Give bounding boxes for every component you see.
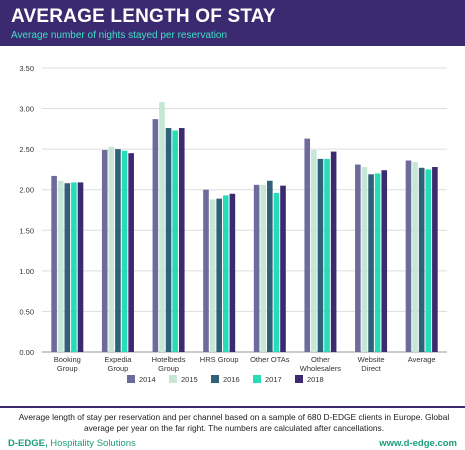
page-title: AVERAGE LENGTH OF STAY xyxy=(11,6,276,27)
bar-2017 xyxy=(374,173,381,352)
bar-2014 xyxy=(101,149,108,352)
bar-2018 xyxy=(128,153,134,352)
bar-2016 xyxy=(317,158,324,352)
y-tick-label: 1.50 xyxy=(19,226,34,235)
bar-2016 xyxy=(267,180,273,352)
legend-swatch xyxy=(253,375,261,383)
bar-2015 xyxy=(311,149,317,352)
bar-2018 xyxy=(77,182,84,352)
x-tick-label: HRS Group xyxy=(200,355,239,364)
y-tick-label: 2.00 xyxy=(19,186,34,195)
bar-2015 xyxy=(260,184,267,352)
legend-label: 2016 xyxy=(223,375,240,384)
bar-2015 xyxy=(412,162,418,352)
x-tick-label: Direct xyxy=(361,364,382,373)
bar-2014 xyxy=(253,184,260,352)
legend-label: 2015 xyxy=(181,375,198,384)
bar-2017 xyxy=(71,182,77,352)
legend-label: 2018 xyxy=(307,375,324,384)
x-tick-label: Other OTAs xyxy=(250,355,290,364)
bar-2017 xyxy=(121,150,128,352)
x-tick-label: Other xyxy=(311,355,330,364)
legend-swatch xyxy=(211,375,219,383)
x-tick-label: Expedia xyxy=(104,355,132,364)
bar-2014 xyxy=(203,189,209,352)
y-tick-label: 2.50 xyxy=(19,145,34,154)
bar-2018 xyxy=(330,151,337,352)
x-axis-labels: BookingGroupExpediaGroupHotelbedsGroupHR… xyxy=(54,355,436,373)
bar-2014 xyxy=(355,164,361,352)
x-tick-label: Group xyxy=(108,364,129,373)
bar-2018 xyxy=(178,128,185,352)
bar-2018 xyxy=(381,170,388,352)
x-tick-label: Group xyxy=(57,364,78,373)
bar-2015 xyxy=(159,102,165,352)
bar-2016 xyxy=(216,198,222,352)
bar-2017 xyxy=(324,158,330,352)
bar-2015 xyxy=(361,166,368,352)
footnote: Average length of stay per reservation a… xyxy=(18,412,450,433)
footer: Average length of stay per reservation a… xyxy=(0,406,465,450)
bar-2016 xyxy=(64,183,71,352)
brand-tagline: Hospitality Solutions xyxy=(47,438,136,449)
website-link[interactable]: www.d-edge.com xyxy=(379,438,457,449)
y-tick-label: 3.50 xyxy=(19,64,34,73)
x-tick-label: Wholesalers xyxy=(300,364,342,373)
bar-2014 xyxy=(51,175,57,352)
x-tick-label: Website xyxy=(358,355,385,364)
legend-swatch xyxy=(169,375,177,383)
bar-2017 xyxy=(222,195,229,352)
y-tick-label: 0.50 xyxy=(19,307,34,316)
bar-2018 xyxy=(432,166,438,352)
y-tick-label: 1.00 xyxy=(19,267,34,276)
header-banner: AVERAGE LENGTH OF STAY Average number of… xyxy=(0,0,465,46)
legend-label: 2017 xyxy=(265,375,282,384)
y-tick-label: 3.00 xyxy=(19,105,34,114)
y-tick-label: 0.00 xyxy=(19,348,34,357)
chart-bars xyxy=(51,102,438,353)
bar-2018 xyxy=(229,193,236,352)
bar-2015 xyxy=(108,146,115,352)
legend-swatch xyxy=(127,375,135,383)
x-tick-label: Group xyxy=(158,364,179,373)
bar-2017 xyxy=(172,130,178,352)
x-tick-label: Average xyxy=(408,355,436,364)
bar-chart: 0.00 0.50 1.00 1.50 2.00 2.50 3.00 3.50 Booking… xyxy=(19,64,447,384)
bar-2015 xyxy=(209,199,216,352)
legend-swatch xyxy=(295,375,303,383)
brand-line: D-EDGE, Hospitality Solutions xyxy=(8,438,136,449)
bar-2016 xyxy=(418,167,425,352)
bar-2014 xyxy=(405,160,412,352)
bar-2016 xyxy=(115,149,121,352)
bar-2016 xyxy=(368,174,374,352)
bar-2017 xyxy=(425,169,432,352)
legend-label: 2014 xyxy=(139,375,156,384)
x-tick-label: Hotelbeds xyxy=(152,355,186,364)
bar-2016 xyxy=(165,128,172,352)
bar-2014 xyxy=(304,138,311,352)
brand-name: D-EDGE, xyxy=(8,438,48,449)
bar-2014 xyxy=(152,119,159,353)
bar-2018 xyxy=(280,185,286,352)
y-axis-ticks: 0.00 0.50 1.00 1.50 2.00 2.50 3.00 3.50 xyxy=(19,64,34,357)
page-subtitle: Average number of nights stayed per rese… xyxy=(11,30,228,41)
bar-2017 xyxy=(273,192,280,352)
bar-2015 xyxy=(57,180,64,352)
chart-legend: 2014 2015 2016 2017 2018 xyxy=(127,375,324,384)
x-tick-label: Booking xyxy=(54,355,81,364)
